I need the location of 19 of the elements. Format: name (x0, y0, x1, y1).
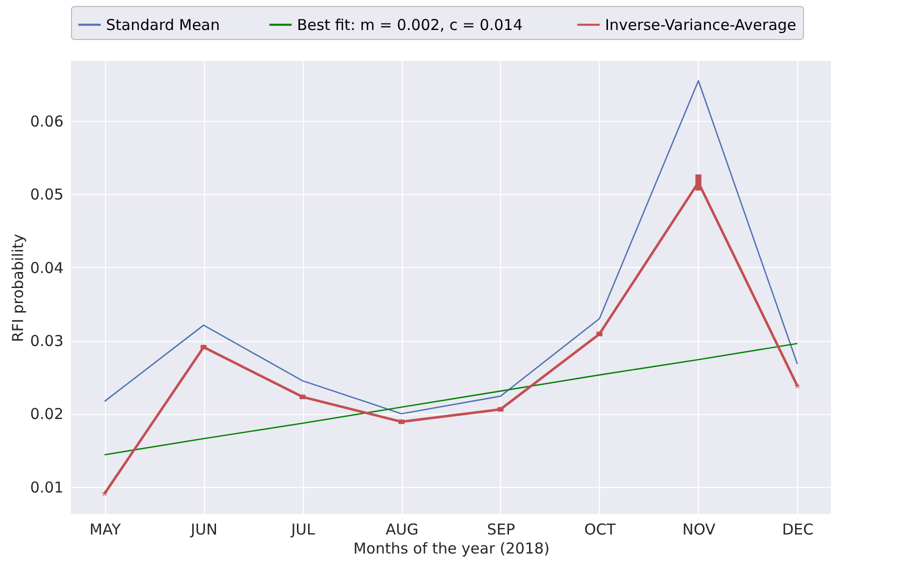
x-tick-label: SEP (486, 520, 516, 538)
y-tick-label: 0.03 (30, 332, 64, 350)
x-tick-label: OCT (584, 520, 616, 538)
x-tick-label: AUG (386, 520, 418, 538)
y-tick-label: 0.04 (30, 258, 64, 277)
y-tick-label: 0.02 (30, 405, 64, 424)
legend-label: Standard Mean (106, 16, 220, 34)
y-axis-title: RFI probability (9, 234, 28, 342)
y-tick-label: 0.05 (30, 186, 64, 204)
legend-label: Inverse-Variance-Average (605, 16, 796, 34)
x-tick-label: JUL (290, 520, 316, 538)
x-axis-title: Months of the year (2018) (353, 540, 550, 558)
x-tick-label: JUN (190, 520, 218, 538)
y-tick-label: 0.06 (30, 112, 64, 131)
x-tick-label: MAY (90, 520, 122, 538)
y-tick-label: 0.01 (30, 478, 64, 496)
legend-label: Best fit: m = 0.002, c = 0.014 (297, 16, 523, 34)
x-tick-label: DEC (782, 520, 814, 538)
x-tick-label: NOV (682, 520, 716, 538)
